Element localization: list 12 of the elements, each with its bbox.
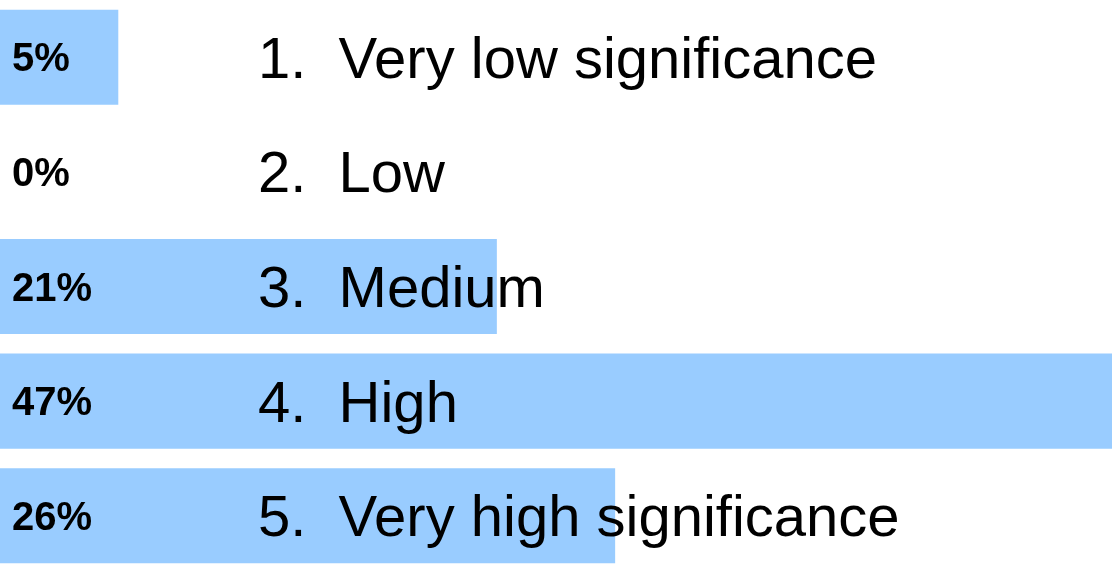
data-label: 5%	[12, 35, 70, 79]
data-label: 21%	[12, 265, 93, 309]
bar	[0, 9, 119, 105]
data-label: 26%	[12, 494, 93, 538]
y-tick-label: 5. Very high significance	[258, 483, 900, 548]
y-tick-label: 4. High	[258, 369, 458, 434]
y-tick-label: 3. Medium	[258, 254, 545, 319]
bar	[0, 353, 1112, 449]
y-tick-label: 2. Low	[258, 139, 447, 204]
y-tick-label: 1. Very low significance	[258, 25, 877, 90]
data-label: 47%	[12, 379, 93, 423]
data-label: 0%	[12, 150, 70, 194]
